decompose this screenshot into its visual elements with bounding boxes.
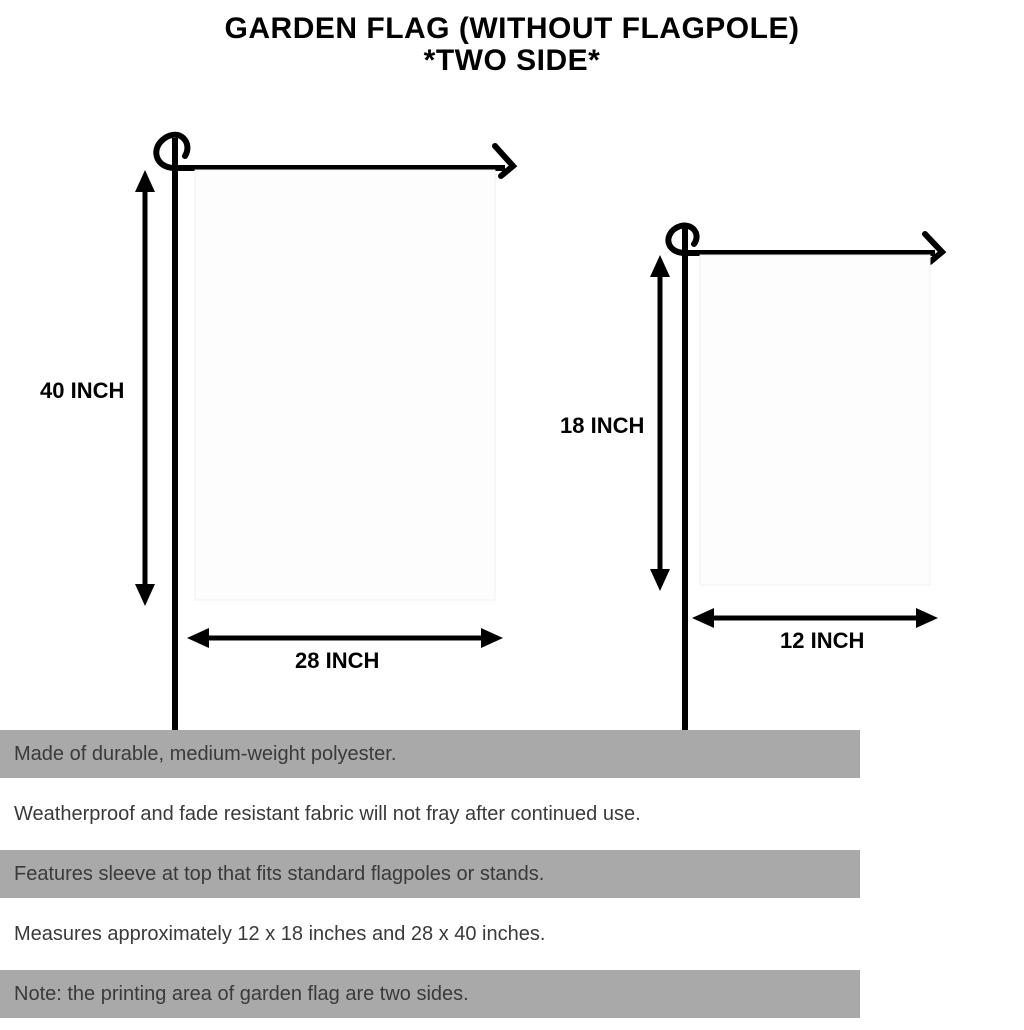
flag-small: 18 INCH 12 INCH bbox=[620, 198, 1000, 763]
note-text: Features sleeve at top that fits standar… bbox=[14, 863, 544, 886]
large-width-label: 28 INCH bbox=[295, 648, 379, 674]
small-height-label: 18 INCH bbox=[560, 413, 644, 439]
header: GARDEN FLAG (WITHOUT FLAGPOLE) *TWO SIDE… bbox=[0, 0, 1024, 78]
note-row: Note: the printing area of garden flag a… bbox=[0, 970, 860, 1018]
small-width-label: 12 INCH bbox=[780, 628, 864, 654]
note-row: Measures approximately 12 x 18 inches an… bbox=[0, 910, 860, 958]
flag-small-svg bbox=[620, 198, 1000, 758]
large-height-label: 40 INCH bbox=[40, 378, 124, 404]
note-row: Made of durable, medium-weight polyester… bbox=[0, 730, 860, 778]
flag-large: 40 INCH 28 INCH bbox=[95, 98, 565, 783]
note-text: Weatherproof and fade resistant fabric w… bbox=[14, 803, 641, 826]
title-line-2: *TWO SIDE* bbox=[0, 44, 1024, 78]
note-text: Made of durable, medium-weight polyester… bbox=[14, 743, 396, 766]
note-text: Measures approximately 12 x 18 inches an… bbox=[14, 923, 545, 946]
flag-large-svg bbox=[95, 98, 565, 778]
note-row: Features sleeve at top that fits standar… bbox=[0, 850, 860, 898]
note-text: Note: the printing area of garden flag a… bbox=[14, 983, 469, 1006]
diagram-stage: 40 INCH 28 INCH 18 INCH 12 INCH bbox=[0, 78, 1024, 718]
title-line-1: GARDEN FLAG (WITHOUT FLAGPOLE) bbox=[0, 12, 1024, 46]
notes-list: Made of durable, medium-weight polyester… bbox=[0, 730, 860, 1030]
note-row: Weatherproof and fade resistant fabric w… bbox=[0, 790, 860, 838]
